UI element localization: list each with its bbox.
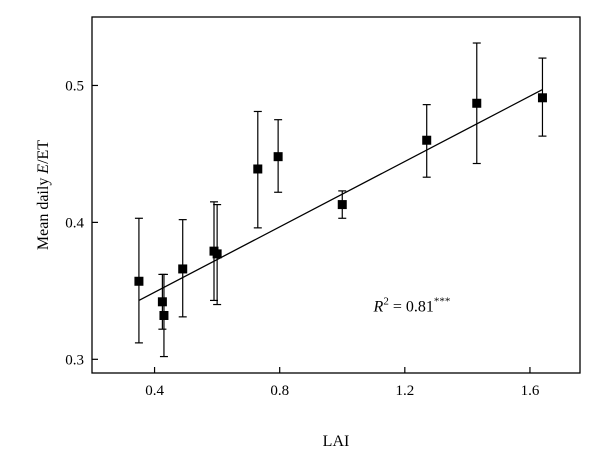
r-squared-annotation: R2 = 0.81*** bbox=[373, 295, 451, 315]
x-tick-label: 0.8 bbox=[270, 383, 289, 399]
plot-frame bbox=[91, 16, 581, 374]
data-point bbox=[472, 98, 482, 108]
data-point bbox=[159, 310, 169, 320]
data-point bbox=[157, 297, 167, 307]
y-tick-label: 0.5 bbox=[65, 78, 84, 94]
data-point bbox=[273, 152, 283, 162]
y-tick-label: 0.3 bbox=[65, 352, 84, 368]
data-point bbox=[537, 93, 547, 103]
y-axis: 0.3 0.4 0.5 bbox=[65, 78, 98, 368]
x-axis: 0.4 0.8 1.2 1.6 bbox=[145, 367, 540, 399]
data-markers bbox=[134, 93, 547, 320]
data-point bbox=[178, 264, 188, 274]
data-point bbox=[253, 164, 263, 174]
x-tick-label: 0.4 bbox=[145, 383, 164, 399]
x-tick-label: 1.6 bbox=[521, 383, 540, 399]
data-point bbox=[134, 276, 144, 286]
y-axis-label: Mean daily E/ET bbox=[35, 140, 52, 250]
regression-line bbox=[138, 88, 543, 302]
data-point bbox=[337, 200, 347, 210]
data-point bbox=[212, 249, 222, 259]
data-point bbox=[422, 135, 432, 145]
x-axis-label: LAI bbox=[323, 433, 350, 450]
error-bars bbox=[134, 42, 547, 358]
y-tick-label: 0.4 bbox=[65, 215, 84, 231]
x-tick-label: 1.2 bbox=[395, 383, 414, 399]
